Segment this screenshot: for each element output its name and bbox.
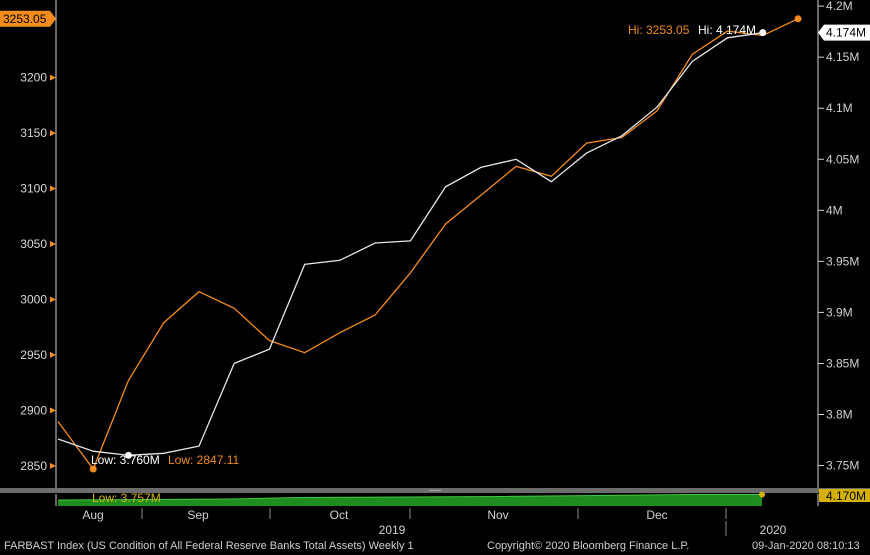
left-tick-label: 2950: [20, 348, 47, 362]
lower-panel-low-label: Low: 3.757M: [92, 491, 161, 505]
lower-panel-last-label: 4.170M: [826, 489, 866, 503]
left-tick-label: 3150: [20, 126, 47, 140]
white-last-badge: [818, 24, 870, 41]
left-tick-mark: [50, 296, 56, 303]
lower-panel-last-marker: [759, 491, 765, 498]
x-tick-label: Dec: [646, 508, 667, 522]
right-tick-label: 3.95M: [826, 254, 859, 268]
left-tick-label: 2850: [20, 459, 47, 473]
white-last-label: 4.174M: [826, 26, 866, 40]
left-tick-mark: [50, 241, 56, 247]
footer-timestamp: 09-Jan-2020 08:10:13: [752, 540, 860, 552]
footer-copyright: Copyright© 2020 Bloomberg Finance L.P.: [487, 540, 690, 552]
x-tick-label: Aug: [82, 508, 103, 522]
left-tick-label: 3200: [20, 71, 47, 85]
white-low-label: Low: 3.760M: [91, 453, 160, 467]
right-tick-label: 4.1M: [826, 101, 853, 115]
right-tick-label: 3.9M: [826, 305, 853, 319]
right-tick-label: 3.75M: [826, 459, 859, 473]
left-tick-mark: [50, 407, 56, 414]
series-white-line: [57, 32, 763, 456]
white-low-marker: [124, 451, 132, 459]
left-tick-label: 2900: [20, 403, 47, 417]
left-tick-mark: [50, 185, 56, 192]
right-tick-label: 3.85M: [826, 356, 859, 370]
left-tick-mark: [50, 351, 56, 358]
right-tick-label: 4.15M: [826, 50, 859, 64]
right-tick-label: 4.05M: [826, 152, 859, 166]
series-orange-line: [57, 18, 799, 471]
year-label: 2020: [760, 523, 787, 537]
lower-panel-area: [58, 494, 762, 506]
x-tick-label: Sep: [187, 508, 209, 522]
footer: FARBAST Index (US Condition of All Feder…: [0, 537, 870, 555]
lower-panel-line: [57, 494, 762, 501]
orange-hi-marker: [794, 15, 802, 23]
footer-security: FARBAST Index (US Condition of All Feder…: [4, 540, 414, 552]
right-tick-label: 4M: [826, 203, 843, 217]
left-tick-label: 3050: [20, 237, 47, 251]
orange-hi-label: Hi: 3253.05: [628, 23, 690, 37]
orange-last-label: 3253.05: [3, 12, 47, 26]
left-tick-label: 3000: [20, 292, 47, 306]
left-tick-mark: [50, 462, 56, 469]
white-hi-label: Hi: 4.174M: [698, 23, 756, 37]
right-tick-label: 3.8M: [826, 407, 853, 421]
year-label: 2019: [379, 523, 406, 537]
x-tick-label: Oct: [330, 508, 349, 522]
lower-panel-last-badge: [819, 489, 870, 502]
orange-last-badge: [0, 10, 56, 27]
orange-low-label: Low: 2847.11: [168, 453, 239, 467]
left-tick-mark: [50, 74, 56, 81]
left-tick-mark: [50, 130, 56, 137]
orange-low-marker: [89, 465, 97, 473]
x-tick-label: Nov: [487, 508, 508, 522]
left-tick-label: 3100: [20, 182, 47, 196]
right-tick-label: 4.2M: [826, 0, 853, 13]
white-hi-marker: [759, 29, 767, 37]
